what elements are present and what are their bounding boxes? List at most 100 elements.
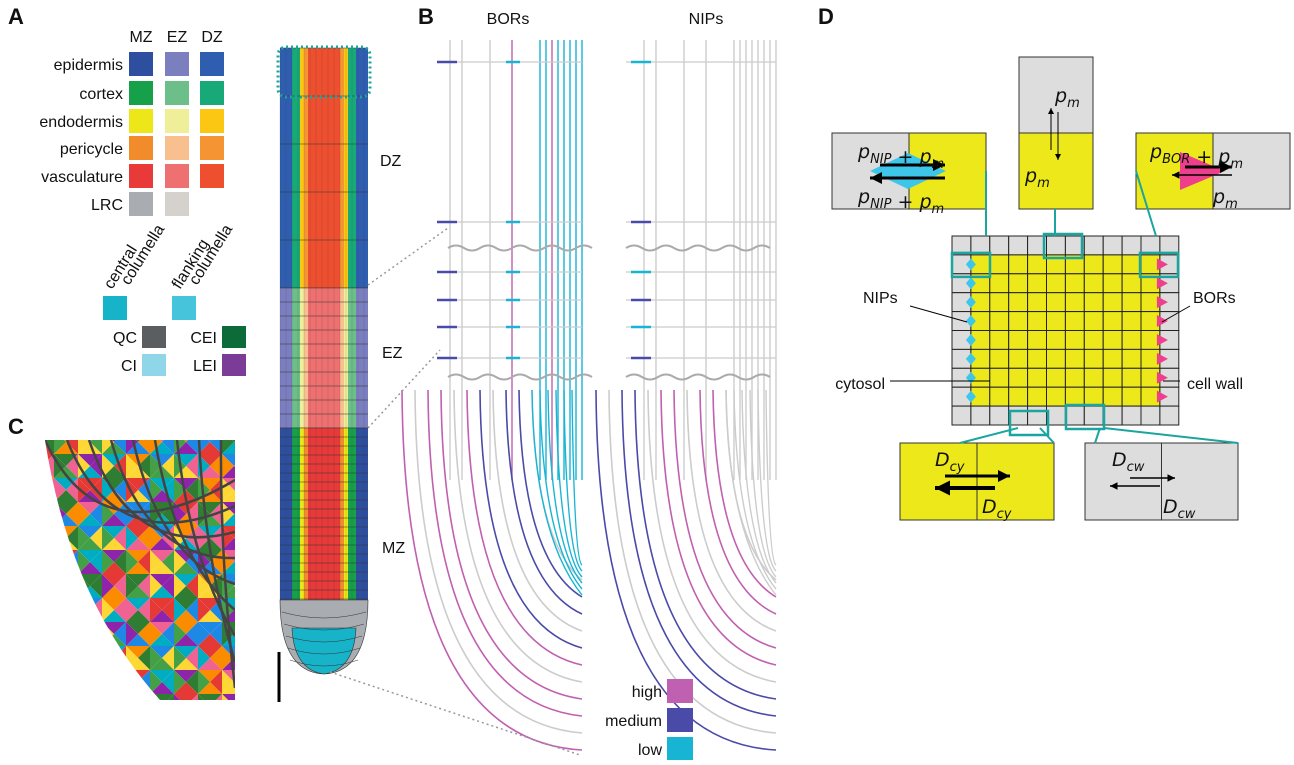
tile [150,550,174,562]
cell [1121,311,1142,332]
arrow-head [1172,171,1180,179]
tile [150,454,174,466]
panel-label: A [8,4,24,29]
tissue-band [340,48,344,288]
tile [174,574,198,586]
tile [126,454,138,478]
cell [1008,405,1029,426]
mesh-arc [733,389,777,590]
tile [222,490,235,502]
tile [198,610,222,622]
tile [150,502,174,514]
tile [54,598,78,610]
cell-edge [175,440,235,637]
bor-marker [1156,315,1168,328]
cell-edge [109,440,235,560]
tile [90,550,102,574]
tile [78,598,90,622]
tile [66,526,78,550]
tile [102,574,126,586]
initial-label: QC [113,330,137,347]
tile [78,550,90,574]
tile [186,454,198,478]
cap-wall [283,623,365,631]
arrow-head [1048,108,1054,114]
tile [234,622,235,646]
tile [114,598,126,622]
tile [222,646,234,670]
tile [150,550,162,574]
panel-title: NIPs [689,11,724,28]
tile [126,586,150,598]
tile [222,598,235,610]
tile [78,574,102,586]
swatch [142,354,166,376]
tile [54,574,78,586]
tile [45,490,54,502]
tile [45,670,54,694]
tile [126,622,150,634]
nip [870,153,946,189]
tile [150,646,162,670]
cell [989,292,1010,313]
cell [989,405,1010,426]
tile [174,670,186,694]
tile [186,478,198,502]
tile [114,550,126,574]
cell [1083,348,1104,369]
tissue-label: vasculature [41,169,123,186]
tile [210,526,222,550]
tile [45,694,54,700]
zone-header: DZ [201,29,223,46]
leader [909,305,968,323]
mesh-arc [505,389,583,615]
tile [222,550,235,562]
tile [222,646,235,658]
initial-label: CEI [190,330,217,347]
tile [198,670,222,682]
formula: pBOR + pm [1149,141,1243,172]
tile [54,694,78,700]
formula: Dcy [935,449,965,475]
formula-main: D [935,449,950,471]
panel-label: D [818,4,834,29]
tile [174,622,198,634]
swatch [129,109,153,133]
mesh [401,40,777,751]
tile [45,622,54,634]
initial-label: CI [121,358,137,375]
mesh-arc [492,389,583,632]
tile [174,610,198,622]
mesh-arc [453,389,583,683]
cell [1102,348,1123,369]
tile [150,478,162,502]
cell [1121,235,1142,256]
cell [1102,367,1123,388]
box [1084,442,1162,521]
tile [222,466,235,478]
tissue-band [304,428,308,600]
tile [102,694,114,700]
tile [54,478,66,502]
callout: BORs [1193,290,1236,307]
tile [78,646,90,670]
connector [1039,427,1055,444]
tile [45,454,54,466]
tile [138,598,150,622]
tile [174,658,198,670]
tile [222,502,235,514]
tile [210,454,222,478]
tile [114,574,126,598]
tile [222,442,235,454]
tile [45,598,54,610]
formula-main: p [857,186,870,208]
mesh-arc [427,389,583,717]
tile [150,622,174,634]
tile [186,598,198,622]
tile [102,610,126,622]
tile [138,646,150,670]
tile [222,538,235,550]
break [447,244,593,252]
cell [970,405,991,426]
mesh-arc [725,389,777,596]
